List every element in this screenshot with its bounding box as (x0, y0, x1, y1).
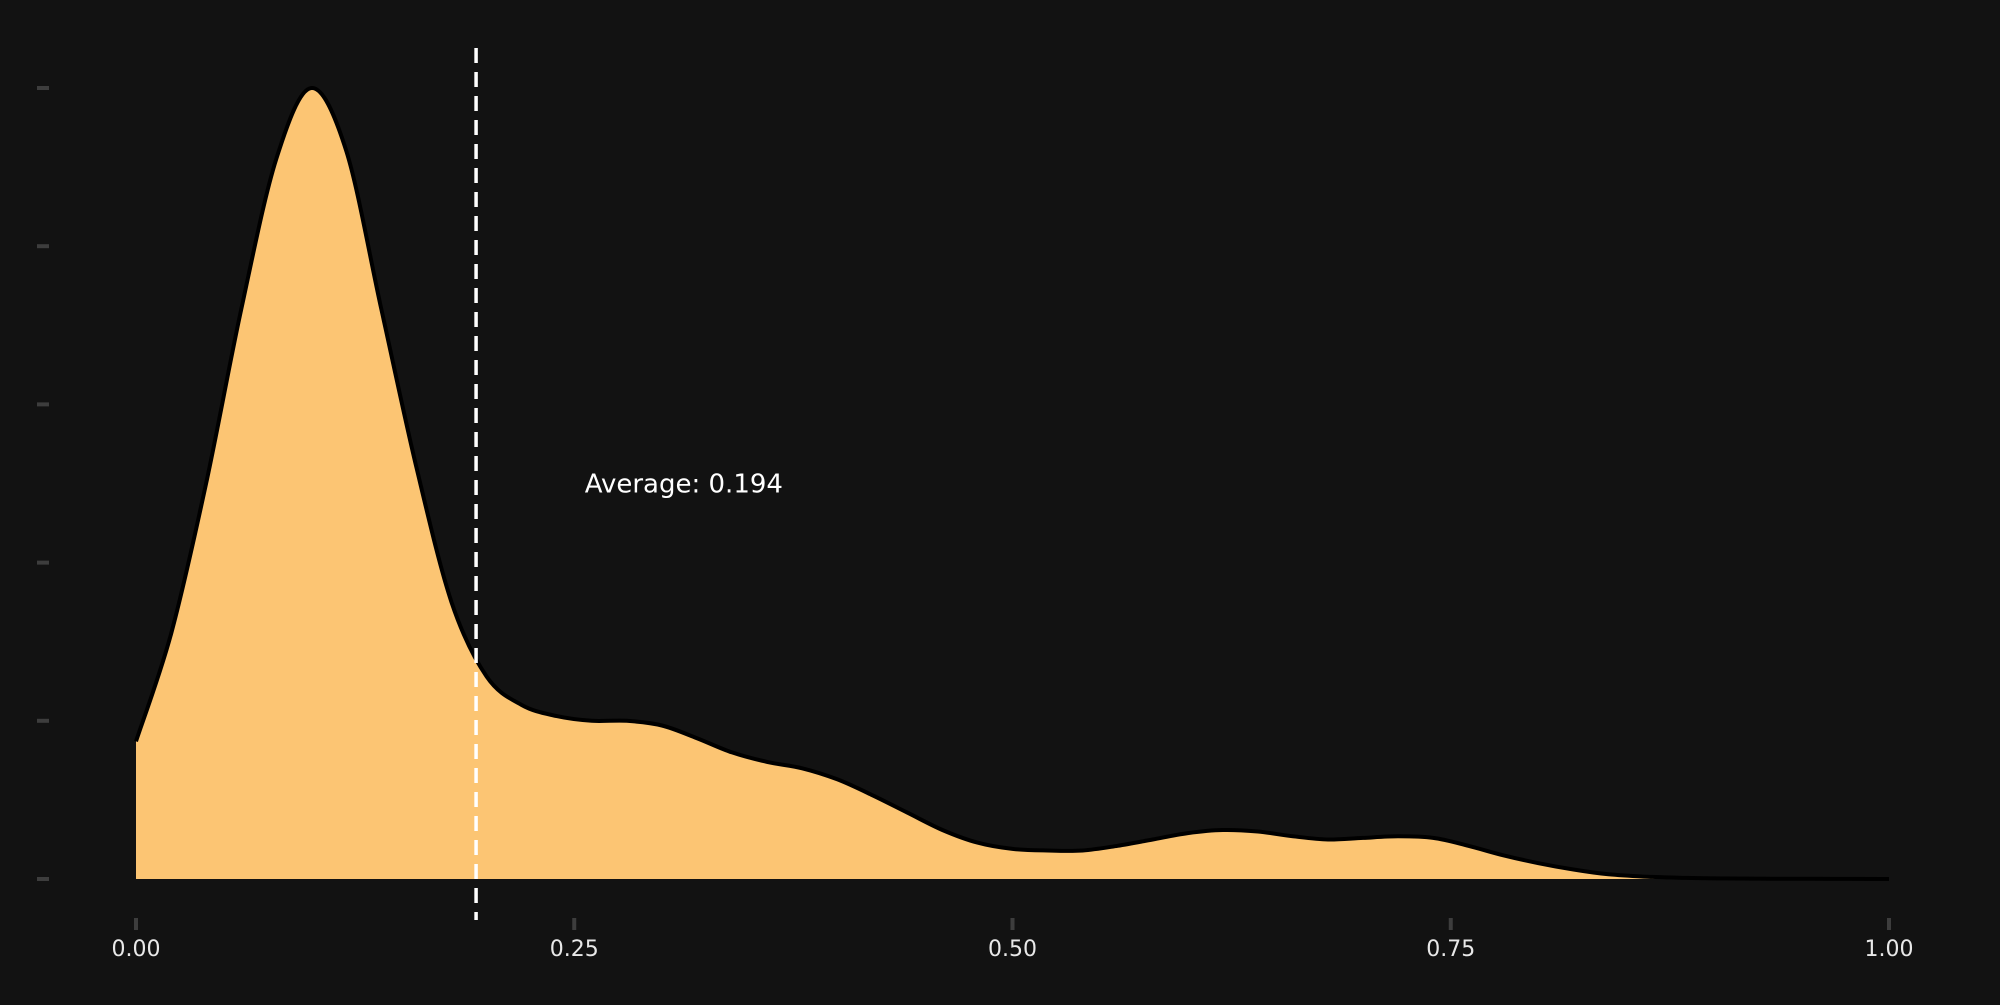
x-axis-ticks: 0.00 0.25 0.50 0.75 1.00 (112, 918, 1914, 962)
density-line (134, 86, 1890, 881)
y-axis-ticks (37, 86, 49, 881)
x-tick-label-4: 1.00 (1865, 937, 1914, 962)
x-tick-label-2: 0.50 (988, 937, 1037, 962)
average-annotation: Average: 0.194 (585, 470, 783, 500)
x-tick-label-1: 0.25 (550, 937, 599, 962)
x-tick-label-0: 0.00 (112, 937, 161, 962)
x-tick-label-3: 0.75 (1426, 937, 1475, 962)
density-area (136, 87, 1889, 880)
